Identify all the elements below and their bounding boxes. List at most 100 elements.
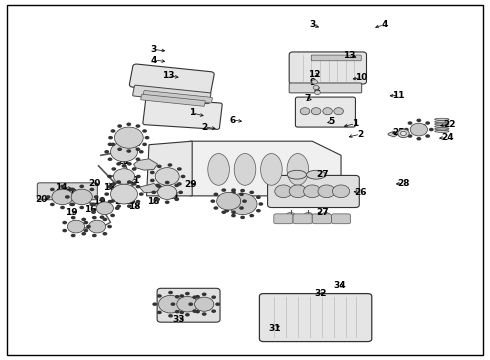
Text: 19: 19: [93, 197, 105, 206]
Ellipse shape: [261, 153, 282, 185]
Circle shape: [116, 180, 121, 184]
Circle shape: [108, 200, 112, 203]
Text: 18: 18: [103, 183, 116, 192]
Circle shape: [214, 206, 218, 210]
Circle shape: [81, 232, 86, 235]
Circle shape: [60, 206, 65, 209]
Text: 29: 29: [184, 180, 196, 189]
Circle shape: [108, 136, 113, 139]
Circle shape: [50, 203, 55, 206]
Ellipse shape: [306, 170, 326, 179]
Circle shape: [410, 123, 427, 136]
Text: 27: 27: [317, 208, 329, 217]
Circle shape: [168, 186, 172, 190]
Circle shape: [113, 169, 135, 184]
Circle shape: [145, 136, 149, 139]
Circle shape: [304, 185, 321, 198]
Polygon shape: [139, 184, 161, 193]
Circle shape: [111, 129, 115, 133]
Circle shape: [323, 108, 332, 115]
FancyBboxPatch shape: [143, 90, 213, 103]
Circle shape: [157, 311, 162, 314]
Circle shape: [67, 220, 85, 233]
Circle shape: [195, 310, 200, 314]
Circle shape: [332, 185, 350, 198]
Text: 34: 34: [334, 282, 346, 290]
Circle shape: [69, 188, 74, 191]
Polygon shape: [388, 131, 399, 137]
Circle shape: [174, 198, 179, 201]
Circle shape: [62, 229, 67, 232]
Circle shape: [157, 185, 162, 188]
Text: 33: 33: [172, 315, 185, 324]
Text: 32: 32: [315, 289, 327, 298]
Ellipse shape: [234, 153, 256, 185]
Ellipse shape: [435, 130, 449, 132]
Circle shape: [136, 148, 140, 151]
Circle shape: [222, 202, 227, 206]
Circle shape: [139, 192, 144, 196]
Circle shape: [300, 108, 310, 115]
Circle shape: [286, 212, 295, 220]
Circle shape: [99, 215, 104, 219]
Text: 22: 22: [443, 120, 455, 129]
Text: 27: 27: [317, 170, 329, 179]
FancyBboxPatch shape: [259, 294, 372, 342]
Circle shape: [152, 302, 157, 306]
Circle shape: [83, 229, 88, 232]
Circle shape: [211, 296, 216, 299]
Text: 9: 9: [309, 78, 316, 87]
Text: 20: 20: [113, 189, 125, 198]
Circle shape: [188, 302, 193, 306]
Circle shape: [181, 175, 185, 178]
Circle shape: [139, 150, 144, 154]
Circle shape: [312, 80, 318, 84]
Circle shape: [86, 225, 91, 228]
Circle shape: [136, 143, 140, 146]
Text: 26: 26: [354, 188, 367, 197]
Circle shape: [195, 295, 200, 298]
Text: 8: 8: [314, 86, 320, 95]
FancyBboxPatch shape: [331, 214, 351, 224]
Circle shape: [157, 165, 162, 168]
Circle shape: [150, 171, 155, 174]
Circle shape: [304, 212, 313, 220]
Circle shape: [91, 202, 96, 206]
Circle shape: [136, 124, 140, 128]
Circle shape: [231, 188, 236, 192]
Circle shape: [313, 85, 319, 90]
Circle shape: [117, 124, 122, 128]
Ellipse shape: [435, 128, 449, 130]
Circle shape: [50, 188, 55, 191]
Circle shape: [221, 188, 226, 192]
Text: 2: 2: [357, 130, 364, 139]
Circle shape: [122, 185, 126, 189]
Circle shape: [69, 203, 74, 206]
FancyBboxPatch shape: [293, 214, 312, 224]
FancyBboxPatch shape: [312, 214, 331, 224]
Circle shape: [231, 190, 236, 194]
Circle shape: [168, 314, 173, 318]
Circle shape: [71, 234, 75, 237]
Circle shape: [46, 195, 50, 199]
FancyBboxPatch shape: [268, 175, 359, 207]
Circle shape: [108, 157, 112, 161]
Text: 13: 13: [343, 51, 356, 60]
Text: 1: 1: [189, 108, 196, 117]
Circle shape: [178, 190, 183, 194]
Circle shape: [116, 204, 121, 208]
Circle shape: [249, 214, 254, 217]
Ellipse shape: [435, 118, 449, 120]
Text: 15: 15: [122, 197, 135, 206]
Circle shape: [127, 180, 132, 184]
Text: 18: 18: [147, 197, 160, 206]
Text: 23: 23: [414, 124, 426, 133]
Text: 17: 17: [221, 198, 234, 207]
Circle shape: [177, 182, 182, 186]
Circle shape: [165, 201, 170, 204]
Circle shape: [217, 192, 241, 210]
Circle shape: [83, 221, 88, 224]
Circle shape: [91, 211, 96, 214]
Circle shape: [157, 294, 162, 298]
Text: 6: 6: [230, 116, 236, 125]
